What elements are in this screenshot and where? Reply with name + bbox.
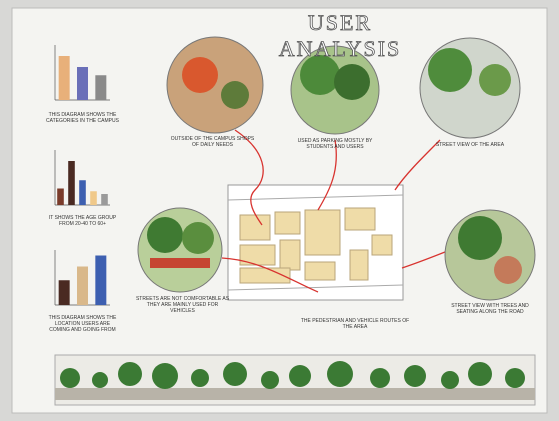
chart-caption: THIS DIAGRAM SHOWS THE LOCATION USERS AR… <box>45 315 120 333</box>
photo-caption: STREETS ARE NOT COMFORTABLE AS THEY ARE … <box>135 296 230 314</box>
photo-caption: USED AS PARKING MOSTLY BY STUDENTS AND U… <box>295 138 375 150</box>
site-map <box>228 185 403 300</box>
poster-art <box>0 0 559 421</box>
map-caption: THE PEDESTRIAN AND VEHICLE ROUTES OF THE… <box>300 318 410 330</box>
photo-caption: STREET VIEW OF THE AREA <box>430 142 510 148</box>
poster: USER ANALYSIS THIS DIAGRAM SHOWS THE CAT… <box>0 0 559 421</box>
bar <box>79 180 86 205</box>
photo-caption: STREET VIEW WITH TREES AND SEATING ALONG… <box>445 303 535 315</box>
bar <box>90 191 97 205</box>
bar <box>101 194 108 205</box>
bar <box>77 267 88 306</box>
bar <box>59 280 70 305</box>
bar <box>57 189 64 206</box>
tree-strip <box>55 355 535 405</box>
bar <box>95 256 106 306</box>
bar <box>95 75 106 100</box>
photo-caption: OUTSIDE OF THE CAMPUS SHOPS OF DAILY NEE… <box>170 136 255 148</box>
chart-caption: IT SHOWS THE AGE GROUP FROM 20-40 TO 60+ <box>45 215 120 227</box>
chart-caption: THIS DIAGRAM SHOWS THE CATEGORIES IN THE… <box>45 112 120 124</box>
bar <box>77 67 88 100</box>
bar <box>68 161 75 205</box>
bar <box>59 56 70 100</box>
title: USER ANALYSIS <box>250 10 430 62</box>
